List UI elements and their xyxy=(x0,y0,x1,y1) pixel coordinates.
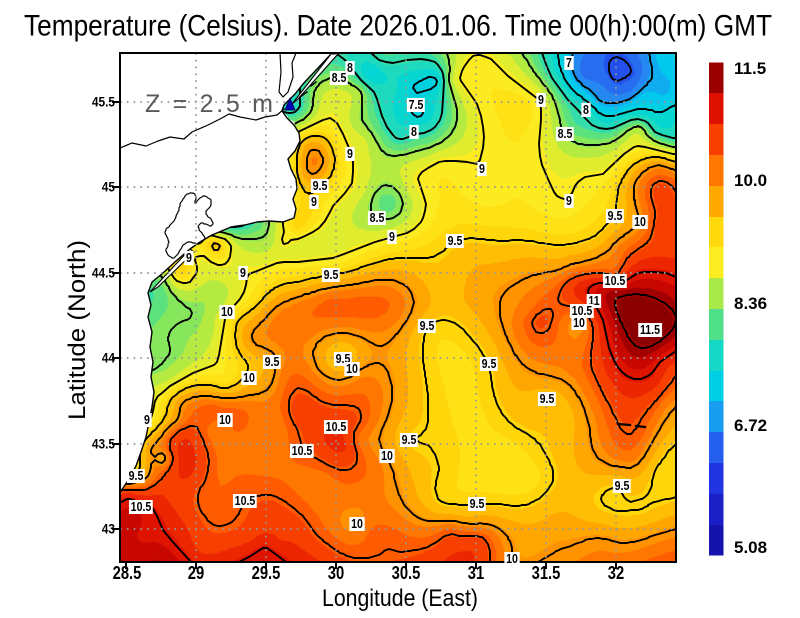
svg-text:Temperature (Celsius). Date 20: Temperature (Celsius). Date 2026.01.06. … xyxy=(24,10,772,43)
svg-text:Z = 2.5 m: Z = 2.5 m xyxy=(145,90,273,118)
svg-text:Longitude (East): Longitude (East) xyxy=(322,585,478,612)
svg-text:Latitude (North): Latitude (North) xyxy=(64,240,91,420)
